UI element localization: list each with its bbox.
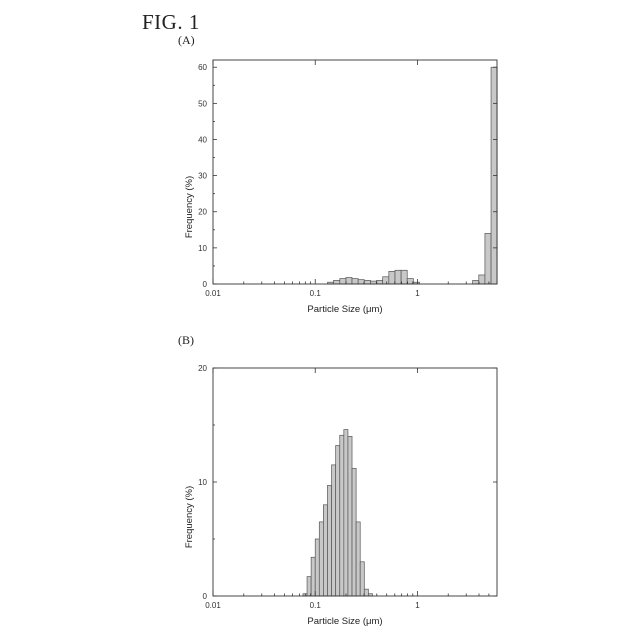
bar-a-2 [340, 279, 346, 284]
bar-a-10 [389, 271, 395, 284]
y-tick-label-b-1: 10 [198, 478, 207, 487]
x-tick-label-a-0: 0.01 [205, 289, 221, 298]
y-tick-label-a-3: 30 [198, 172, 207, 181]
bar-b-11 [348, 436, 352, 596]
x-axis-title-a: Particle Size (μm) [307, 304, 382, 315]
bar-b-8 [336, 446, 340, 596]
bar-b-5 [323, 505, 327, 596]
x-tick-label-a-2: 1 [415, 289, 420, 298]
bar-b-13 [356, 522, 360, 596]
y-tick-label-a-6: 60 [198, 63, 207, 72]
plot-frame-a [213, 60, 497, 284]
y-tick-label-a-2: 20 [198, 208, 207, 217]
bar-a-17 [485, 233, 491, 284]
bar-b-6 [327, 485, 331, 596]
bar-b-4 [319, 522, 323, 596]
bar-a-15 [473, 280, 479, 284]
x-axis-title-b: Particle Size (μm) [307, 616, 382, 627]
bar-b-2 [311, 557, 315, 596]
bar-a-12 [401, 270, 407, 284]
bar-a-3 [346, 277, 352, 284]
bar-b-3 [315, 539, 319, 596]
bar-a-6 [364, 280, 370, 284]
x-tick-label-b-0: 0.01 [205, 601, 221, 610]
bar-a-8 [377, 280, 383, 284]
bar-a-9 [383, 277, 389, 284]
y-tick-label-a-0: 0 [203, 280, 208, 289]
y-axis-title-a: Frequency (%) [184, 176, 195, 238]
chart-a: 0 10 20 30 40 50 60 0.01 0.1 1 Particle Size (μm) F… [184, 60, 497, 315]
chart-b: 0 10 20 0.01 0.1 1 Particle Size (μm) Frequency… [184, 364, 497, 627]
bar-b-12 [352, 468, 356, 596]
x-tick-label-b-1: 0.1 [310, 601, 322, 610]
bar-b-1 [307, 577, 311, 596]
y-tick-label-b-0: 0 [203, 592, 208, 601]
bar-b-9 [340, 435, 344, 596]
y-tick-label-a-4: 40 [198, 135, 207, 144]
bar-a-1 [334, 280, 340, 284]
bar-b-15 [364, 589, 368, 596]
bar-a-16 [479, 275, 485, 284]
bar-a-4 [352, 279, 358, 284]
y-axis-title-b: Frequency (%) [184, 486, 195, 548]
y-tick-label-a-5: 50 [198, 99, 207, 108]
x-tick-label-b-2: 1 [415, 601, 420, 610]
y-tick-label-b-2: 20 [198, 364, 207, 373]
bar-a-5 [358, 280, 364, 284]
bar-b-7 [332, 465, 336, 596]
bar-a-11 [395, 270, 401, 284]
bar-b-14 [360, 562, 364, 596]
bar-b-10 [344, 430, 348, 596]
y-tick-label-a-1: 10 [198, 244, 207, 253]
x-tick-label-a-1: 0.1 [310, 289, 322, 298]
